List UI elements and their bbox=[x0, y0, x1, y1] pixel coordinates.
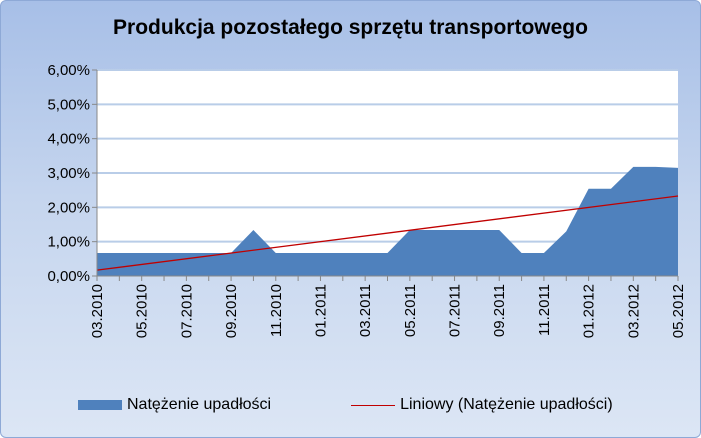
x-tick-label: 03.2010 bbox=[89, 284, 106, 338]
chart-title: Produkcja pozostałego sprzętu transporto… bbox=[113, 16, 588, 39]
y-tick-label: 5,00% bbox=[47, 96, 90, 113]
x-tick-label: 09.2010 bbox=[223, 284, 240, 338]
y-tick-label: 3,00% bbox=[47, 165, 90, 182]
legend-swatch-area bbox=[78, 400, 122, 410]
y-tick-label: 1,00% bbox=[47, 234, 90, 251]
x-tick-label: 03.2012 bbox=[625, 284, 642, 338]
x-tick-label: 09.2011 bbox=[491, 284, 508, 337]
legend-label-trend: Liniowy (Natężenie upadłości) bbox=[400, 396, 613, 413]
y-tick-label: 6,00% bbox=[47, 62, 90, 79]
area-series bbox=[97, 166, 678, 276]
y-tick-label: 0,00% bbox=[47, 268, 90, 285]
x-tick-label: 01.2012 bbox=[581, 284, 598, 338]
x-tick-label: 11.2010 bbox=[268, 284, 285, 337]
x-tick-label: 05.2010 bbox=[134, 284, 151, 338]
trend-line bbox=[96, 195, 679, 271]
x-tick-label: 05.2011 bbox=[402, 284, 419, 337]
y-tick-label: 4,00% bbox=[47, 131, 90, 148]
y-tick-label: 2,00% bbox=[47, 199, 90, 216]
legend: Natężenie upadłości Liniowy (Natężenie u… bbox=[78, 396, 613, 414]
x-tick-label: 07.2010 bbox=[178, 284, 195, 338]
x-tick-label: 05.2012 bbox=[670, 284, 687, 338]
x-tick-label: 07.2011 bbox=[447, 284, 464, 337]
x-tick-label: 01.2011 bbox=[312, 284, 329, 337]
legend-label-series: Natężenie upadłości bbox=[127, 396, 272, 413]
x-tick-label: 03.2011 bbox=[357, 284, 374, 337]
x-tick-label: 11.2011 bbox=[536, 284, 553, 336]
legend-swatch-trend bbox=[351, 404, 396, 406]
